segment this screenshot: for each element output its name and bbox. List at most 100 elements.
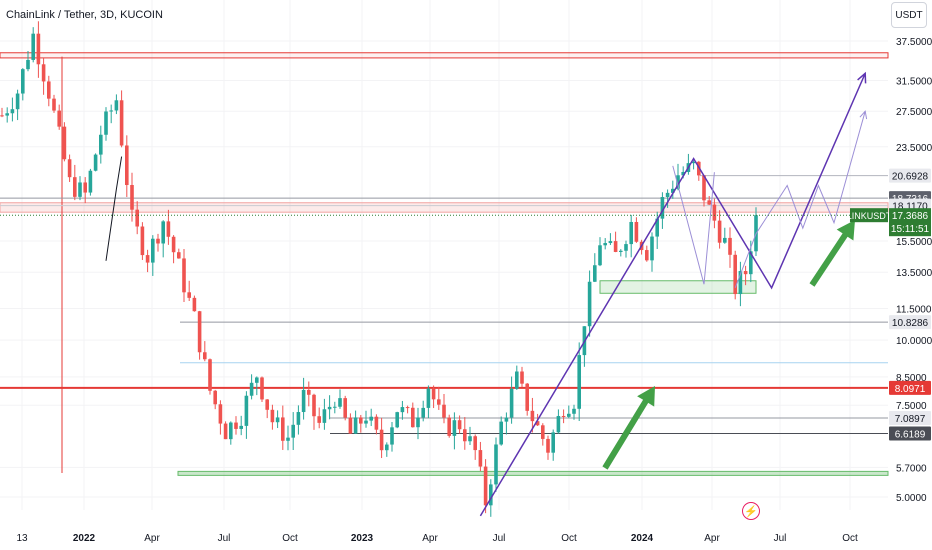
- y-axis[interactable]: 37.5000 31.5000 27.5000 23.5000 15.5000 13.50…: [896, 37, 932, 504]
- candle-body: [447, 417, 451, 436]
- channel-path: [479, 73, 866, 517]
- candle-body: [504, 417, 509, 422]
- candle-body: [567, 413, 571, 417]
- candle-body: [717, 220, 722, 243]
- resistance-zone: [0, 52, 889, 59]
- candle-body: [379, 429, 384, 451]
- candle-body: [119, 100, 124, 146]
- y-tick-label: 11.5000: [896, 305, 932, 316]
- candle-body: [509, 388, 514, 418]
- y-tick-label: 8.5000: [896, 373, 927, 384]
- candle-body: [57, 110, 61, 127]
- candle-body: [702, 175, 706, 201]
- candle-body: [21, 69, 25, 94]
- candle-body: [286, 437, 290, 441]
- candle-body: [109, 110, 113, 112]
- price-tag: [889, 168, 931, 183]
- candle-body: [603, 243, 607, 246]
- candle-body: [416, 417, 420, 428]
- candle-body: [130, 185, 134, 210]
- price-tag: [889, 380, 931, 395]
- candle-body: [333, 406, 337, 408]
- candle-body: [291, 424, 295, 438]
- candle-body: [634, 221, 639, 242]
- candle-body: [707, 200, 711, 205]
- x-tick-label: 2024: [631, 533, 654, 544]
- candle-body: [728, 237, 732, 255]
- x-tick-label: Oct: [842, 533, 858, 544]
- candle-body: [385, 444, 389, 451]
- green-arrow-left: [602, 386, 655, 470]
- resistance-band: [0, 202, 889, 213]
- x-tick-label: 13: [16, 533, 28, 544]
- candle-body: [577, 355, 581, 409]
- candle-body: [343, 398, 347, 418]
- candle-body: [489, 484, 493, 506]
- candle-body: [73, 177, 77, 197]
- candle-body: [587, 281, 592, 327]
- candle-body: [749, 251, 753, 275]
- x-tick-label: Apr: [144, 533, 160, 544]
- zones: [0, 52, 889, 476]
- candle-body: [26, 59, 30, 70]
- price-tag-label: 8.0971: [895, 384, 926, 395]
- candle-body: [551, 432, 555, 453]
- candle-body: [520, 371, 524, 384]
- candle-body: [353, 417, 358, 434]
- candle-body: [478, 450, 483, 467]
- candle-body: [322, 409, 327, 423]
- candle-body: [88, 170, 93, 193]
- candle-body: [177, 252, 181, 259]
- candle-body: [395, 412, 399, 428]
- candle-body: [733, 254, 737, 295]
- x-axis[interactable]: 13 2022 Apr Jul Oct 2023 Apr Jul Oct 2024 Apr Jul Oc…: [16, 533, 858, 544]
- candle-body: [229, 422, 233, 440]
- candle-body: [197, 311, 202, 353]
- candle-body: [10, 109, 15, 114]
- candle-body: [535, 421, 540, 426]
- candle-body: [275, 417, 280, 423]
- lightning-icon[interactable]: ⚡: [742, 502, 760, 520]
- candle-body: [244, 395, 249, 426]
- candle-body: [494, 444, 498, 485]
- candle-body: [608, 241, 613, 244]
- price-tag-label: 7.0897: [895, 414, 926, 425]
- candle-body: [613, 241, 618, 252]
- candle-body: [104, 111, 108, 135]
- candle-body: [483, 466, 488, 506]
- candle-body: [723, 237, 727, 243]
- candle-body: [234, 422, 238, 429]
- price-labels: 20.692818.731618.117010.82868.09717.0897…: [0, 168, 931, 441]
- current-price-value: 17.3686: [892, 211, 929, 222]
- y-tick-label: 5.0000: [896, 493, 927, 504]
- candle-body: [239, 425, 243, 429]
- candle-body: [52, 98, 56, 111]
- candle-body: [499, 421, 503, 445]
- candle-body: [15, 93, 20, 110]
- projection-path: [734, 111, 866, 289]
- x-tick-label: 2023: [351, 533, 374, 544]
- candle-body: [463, 429, 467, 442]
- candle-body: [140, 226, 145, 256]
- currency-button[interactable]: USDT: [891, 2, 927, 28]
- candle-body: [738, 271, 743, 295]
- candle-body: [93, 154, 98, 171]
- candle-body: [359, 417, 363, 424]
- x-tick-label: Oct: [561, 533, 577, 544]
- candle-body: [556, 415, 561, 433]
- candle-body: [281, 417, 285, 441]
- candle-body: [312, 394, 316, 417]
- chart-title: ChainLink / Tether, 3D, KUCOIN: [6, 9, 163, 21]
- candle-body: [151, 238, 155, 263]
- candle-body: [171, 236, 176, 253]
- candle-body: [426, 388, 431, 408]
- candle-body: [307, 389, 311, 395]
- candle-body: [405, 407, 410, 409]
- candle-body: [161, 221, 165, 244]
- current-price-tag: [889, 208, 931, 237]
- symbol-tag-label: LINKUSDT: [847, 211, 892, 221]
- x-tick-label: Apr: [704, 533, 720, 544]
- candle-body: [223, 423, 228, 440]
- candle-body: [431, 388, 436, 400]
